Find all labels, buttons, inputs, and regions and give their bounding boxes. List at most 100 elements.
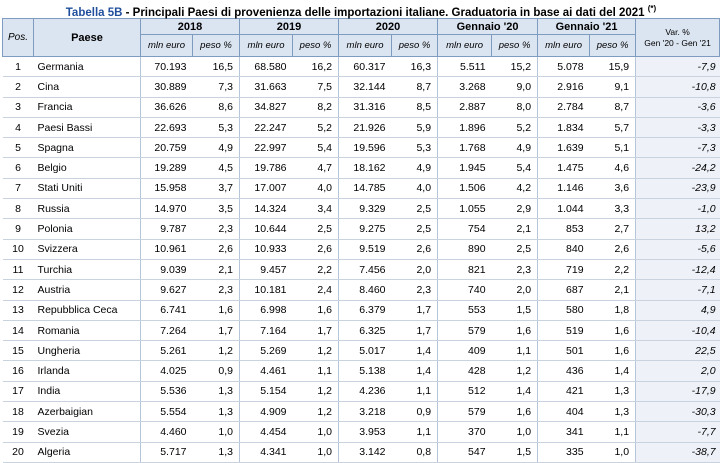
weight-2018-cell: 0,9 — [192, 360, 240, 382]
weight-gen20-cell: 1,6 — [491, 401, 538, 423]
weight-gen20-cell: 2,5 — [491, 239, 538, 260]
weight-gen21-cell: 3,6 — [589, 178, 636, 200]
var-cell: -5,6 — [635, 239, 720, 260]
value-gen20-cell: 821 — [437, 259, 492, 281]
subheader-weight: peso % — [191, 34, 241, 57]
table-row: 12 Austria 9.627 2,3 10.181 2,4 8.460 2,3 740 2,0… — [2, 279, 720, 301]
weight-gen21-cell: 5,1 — [589, 137, 636, 159]
value-2019-cell: 17.007 — [239, 178, 293, 200]
value-2020-cell: 5.017 — [338, 340, 392, 362]
weight-2018-cell: 5,3 — [192, 117, 240, 139]
value-gen21-cell: 5.078 — [537, 56, 590, 78]
country-cell: Russia — [33, 198, 141, 220]
weight-2019-cell: 16,2 — [292, 56, 339, 78]
var-cell: -38,7 — [635, 442, 720, 463]
value-2020-cell: 21.926 — [338, 117, 392, 139]
table-row: 17 India 5.536 1,3 5.154 1,2 4.236 1,1 512 1,4 421… — [2, 381, 720, 403]
value-2020-cell: 19.596 — [338, 137, 392, 159]
var-cell: -10,4 — [635, 320, 720, 342]
weight-2020-cell: 1,1 — [391, 421, 438, 443]
table-row: 6 Belgio 19.289 4,5 19.786 4,7 18.162 4,9 1.945 5… — [2, 157, 720, 179]
value-gen20-cell: 890 — [437, 239, 492, 260]
value-gen20-cell: 428 — [437, 360, 492, 382]
value-gen21-cell: 436 — [537, 360, 590, 382]
weight-2020-cell: 1,7 — [391, 320, 438, 342]
value-2019-cell: 22.997 — [239, 137, 293, 159]
weight-2020-cell: 2,5 — [391, 198, 438, 220]
weight-gen21-cell: 4,6 — [589, 157, 636, 179]
var-cell: -23,9 — [635, 178, 720, 200]
value-2019-cell: 9.457 — [239, 259, 293, 281]
weight-2018-cell: 3,7 — [192, 178, 240, 200]
subheader-weight: peso % — [589, 34, 637, 57]
value-2020-cell: 3.142 — [338, 442, 392, 463]
value-gen20-cell: 409 — [437, 340, 492, 362]
header-var-line2: Gen '20 - Gen '21 — [644, 37, 711, 48]
value-gen21-cell: 687 — [537, 279, 590, 301]
value-gen21-cell: 1.639 — [537, 137, 590, 159]
pos-cell: 18 — [2, 401, 34, 423]
value-2018-cell: 22.693 — [140, 117, 193, 139]
pos-cell: 11 — [2, 259, 34, 281]
table-row: 15 Ungheria 5.261 1,2 5.269 1,2 5.017 1,4 409 1,1… — [2, 340, 720, 362]
weight-gen20-cell: 1,6 — [491, 320, 538, 342]
weight-2019-cell: 4,7 — [292, 157, 339, 179]
weight-gen20-cell: 15,2 — [491, 56, 538, 78]
weight-2018-cell: 4,5 — [192, 157, 240, 179]
weight-2018-cell: 7,3 — [192, 76, 240, 98]
value-2020-cell: 5.138 — [338, 360, 392, 382]
value-gen21-cell: 840 — [537, 239, 590, 260]
weight-gen21-cell: 2,2 — [589, 259, 636, 281]
value-2019-cell: 68.580 — [239, 56, 293, 78]
country-cell: Repubblica Ceca — [33, 300, 141, 321]
value-gen21-cell: 404 — [537, 401, 590, 423]
weight-2020-cell: 1,7 — [391, 300, 438, 321]
country-cell: Svizzera — [33, 239, 141, 260]
value-gen20-cell: 5.511 — [437, 56, 492, 78]
weight-2018-cell: 2,1 — [192, 259, 240, 281]
country-cell: Belgio — [33, 157, 141, 179]
pos-cell: 14 — [2, 320, 34, 342]
value-gen21-cell: 341 — [537, 421, 590, 443]
header-var-line1: Var. % — [665, 26, 690, 37]
weight-gen21-cell: 1,8 — [589, 300, 636, 321]
var-cell: -24,2 — [635, 157, 720, 179]
weight-gen21-cell: 5,7 — [589, 117, 636, 139]
weight-gen21-cell: 1,1 — [589, 421, 636, 443]
pos-cell: 17 — [2, 381, 34, 403]
weight-2018-cell: 1,6 — [192, 300, 240, 321]
value-gen21-cell: 335 — [537, 442, 590, 463]
table-row: 5 Spagna 20.759 4,9 22.997 5,4 19.596 5,3 1.768 4… — [2, 137, 720, 159]
pos-cell: 3 — [2, 97, 34, 118]
value-gen21-cell: 580 — [537, 300, 590, 321]
value-gen20-cell: 1.768 — [437, 137, 492, 159]
weight-2018-cell: 1,3 — [192, 381, 240, 403]
country-cell: Francia — [33, 97, 141, 118]
subheader-weight: peso % — [491, 34, 539, 57]
var-cell: -7,7 — [635, 421, 720, 443]
weight-gen21-cell: 9,1 — [589, 76, 636, 98]
value-2019-cell: 7.164 — [239, 320, 293, 342]
var-cell: -3,6 — [635, 97, 720, 118]
weight-2018-cell: 1,7 — [192, 320, 240, 342]
weight-2020-cell: 1,4 — [391, 340, 438, 362]
header-period-2019: 2019 — [239, 18, 340, 35]
weight-gen20-cell: 1,1 — [491, 340, 538, 362]
value-gen20-cell: 512 — [437, 381, 492, 403]
value-gen20-cell: 1.055 — [437, 198, 492, 220]
weight-gen20-cell: 2,3 — [491, 259, 538, 281]
weight-2019-cell: 2,2 — [292, 259, 339, 281]
weight-2019-cell: 5,2 — [292, 117, 339, 139]
weight-2019-cell: 1,7 — [292, 320, 339, 342]
value-2020-cell: 6.379 — [338, 300, 392, 321]
weight-gen20-cell: 8,0 — [491, 97, 538, 118]
header-period-2018: 2018 — [139, 18, 241, 35]
value-2020-cell: 7.456 — [338, 259, 392, 281]
var-cell: 2,0 — [635, 360, 720, 382]
table-row: 8 Russia 14.970 3,5 14.324 3,4 9.329 2,5 1.055 2,… — [2, 198, 720, 220]
title-note: (*) — [647, 4, 657, 13]
weight-gen21-cell: 2,7 — [589, 218, 636, 240]
value-2018-cell: 20.759 — [140, 137, 193, 159]
table-row: 3 Francia 36.626 8,6 34.827 8,2 31.316 8,5 2.887… — [2, 97, 720, 118]
subheader-value: mln euro — [338, 34, 393, 57]
